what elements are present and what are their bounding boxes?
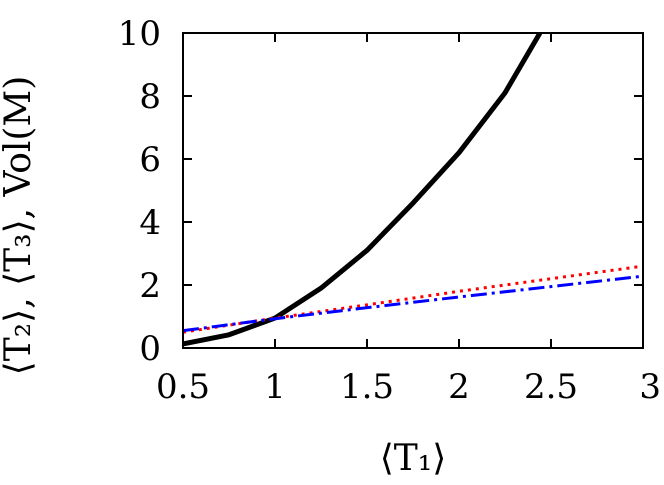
y-axis-label: ⟨T₂⟩, ⟨T₃⟩, Vol(M): [0, 76, 39, 376]
x-axis-label: ⟨T₁⟩: [380, 438, 447, 479]
tick-layer: 0.5 1 1.5 2 2.5 3 0 2 4 6 8 10: [118, 14, 661, 407]
x-tick-label: 0.5: [156, 367, 210, 407]
series-line-3: [183, 274, 643, 333]
y-tick-label: 2: [139, 266, 161, 306]
y-tick-label: 10: [118, 14, 161, 54]
y-tick-label: 4: [139, 203, 161, 243]
series-line-2: [183, 264, 643, 334]
x-tick-label: 2.5: [524, 367, 578, 407]
y-tick-label: 0: [139, 329, 161, 369]
series-layer: [183, 33, 643, 347]
x-tick-label: 1: [264, 367, 286, 407]
plot-frame: [182, 32, 644, 349]
x-tick-label: 2: [448, 367, 470, 407]
y-tick-label: 8: [139, 77, 161, 117]
x-tick-label: 3: [639, 367, 661, 407]
y-tick-label: 6: [139, 140, 161, 180]
series-line-1: [183, 33, 543, 347]
x-tick-label: 1.5: [340, 367, 394, 407]
